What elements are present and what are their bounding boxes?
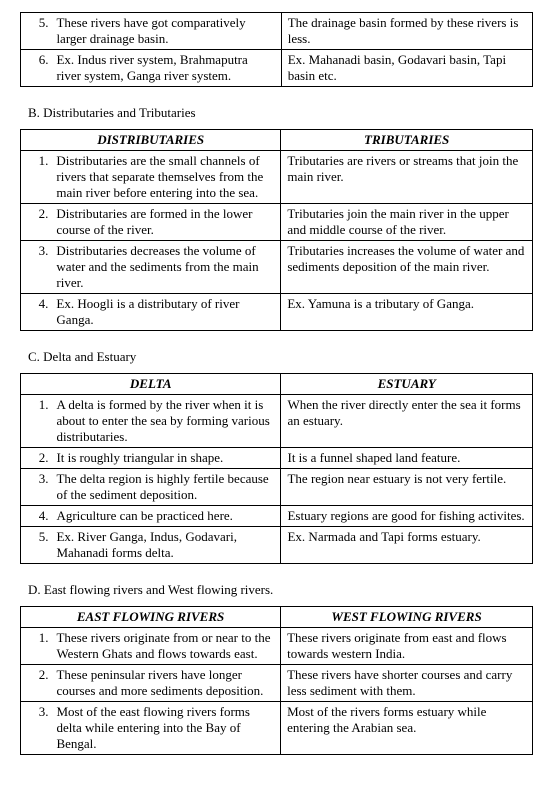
left-cell: Ex. Indus river system, Brahmaputra rive… (50, 50, 281, 87)
row-number: 1. (21, 628, 51, 665)
left-cell: A delta is formed by the river when it i… (50, 395, 281, 448)
right-cell: The region near estuary is not very fert… (281, 469, 533, 506)
table-distributaries-tributaries: DISTRIBUTARIES TRIBUTARIES 1.Distributar… (20, 129, 533, 331)
right-cell: Estuary regions are good for fishing act… (281, 506, 533, 527)
right-cell: These rivers originate from east and flo… (281, 628, 533, 665)
row-number: 5. (21, 527, 51, 564)
right-cell: Tributaries are rivers or streams that j… (281, 151, 533, 204)
table-row: 3.Distributaries decreases the volume of… (21, 241, 533, 294)
left-cell: Ex. River Ganga, Indus, Godavari, Mahana… (50, 527, 281, 564)
row-number: 1. (21, 395, 51, 448)
right-cell: When the river directly enter the sea it… (281, 395, 533, 448)
table-row: 4.Agriculture can be practiced here.Estu… (21, 506, 533, 527)
row-number: 3. (21, 469, 51, 506)
table-row: 1.Distributaries are the small channels … (21, 151, 533, 204)
row-number: 3. (21, 702, 51, 755)
header-delta: DELTA (21, 374, 281, 395)
left-cell: The delta region is highly fertile becau… (50, 469, 281, 506)
row-number: 2. (21, 204, 51, 241)
row-number: 3. (21, 241, 51, 294)
left-cell: Distributaries decreases the volume of w… (50, 241, 280, 294)
table-row: 5.These rivers have got comparatively la… (21, 13, 533, 50)
table-row: 2.It is roughly triangular in shape.It i… (21, 448, 533, 469)
table-row: 3.Most of the east flowing rivers forms … (21, 702, 533, 755)
table-row: 1.A delta is formed by the river when it… (21, 395, 533, 448)
row-number: 6. (21, 50, 51, 87)
left-cell: Most of the east flowing rivers forms de… (50, 702, 280, 755)
table-row: 2.These peninsular rivers have longer co… (21, 665, 533, 702)
header-distributaries: DISTRIBUTARIES (21, 130, 281, 151)
row-number: 4. (21, 506, 51, 527)
table-row: 2.Distributaries are formed in the lower… (21, 204, 533, 241)
table-continuation: 5.These rivers have got comparatively la… (20, 12, 533, 87)
section-d-title: D. East flowing rivers and West flowing … (28, 582, 533, 598)
right-cell: Ex. Narmada and Tapi forms estuary. (281, 527, 533, 564)
section-b-title: B. Distributaries and Tributaries (28, 105, 533, 121)
right-cell: It is a funnel shaped land feature. (281, 448, 533, 469)
right-cell: The drainage basin formed by these river… (281, 13, 532, 50)
right-cell: Ex. Mahanadi basin, Godavari basin, Tapi… (281, 50, 532, 87)
row-number: 5. (21, 13, 51, 50)
section-c-title: C. Delta and Estuary (28, 349, 533, 365)
table-row: 3.The delta region is highly fertile bec… (21, 469, 533, 506)
left-cell: Distributaries are formed in the lower c… (50, 204, 280, 241)
row-number: 2. (21, 665, 51, 702)
row-number: 1. (21, 151, 51, 204)
table-row: 4.Ex. Hoogli is a distributary of river … (21, 294, 533, 331)
header-west-flowing: WEST FLOWING RIVERS (281, 607, 533, 628)
right-cell: Tributaries join the main river in the u… (281, 204, 533, 241)
right-cell: Tributaries increases the volume of wate… (281, 241, 533, 294)
right-cell: These rivers have shorter courses and ca… (281, 665, 533, 702)
row-number: 4. (21, 294, 51, 331)
left-cell: Distributaries are the small channels of… (50, 151, 280, 204)
left-cell: It is roughly triangular in shape. (50, 448, 281, 469)
table-delta-estuary: DELTA ESTUARY 1.A delta is formed by the… (20, 373, 533, 564)
right-cell: Ex. Yamuna is a tributary of Ganga. (281, 294, 533, 331)
left-cell: These peninsular rivers have longer cour… (50, 665, 280, 702)
table-row: 5.Ex. River Ganga, Indus, Godavari, Maha… (21, 527, 533, 564)
left-cell: These rivers originate from or near to t… (50, 628, 280, 665)
row-number: 2. (21, 448, 51, 469)
header-east-flowing: EAST FLOWING RIVERS (21, 607, 281, 628)
left-cell: Agriculture can be practiced here. (50, 506, 281, 527)
table-row: 1.These rivers originate from or near to… (21, 628, 533, 665)
table-east-west-rivers: EAST FLOWING RIVERS WEST FLOWING RIVERS … (20, 606, 533, 755)
header-estuary: ESTUARY (281, 374, 533, 395)
table-row: 6.Ex. Indus river system, Brahmaputra ri… (21, 50, 533, 87)
header-tributaries: TRIBUTARIES (281, 130, 533, 151)
right-cell: Most of the rivers forms estuary while e… (281, 702, 533, 755)
left-cell: These rivers have got comparatively larg… (50, 13, 281, 50)
left-cell: Ex. Hoogli is a distributary of river Ga… (50, 294, 280, 331)
